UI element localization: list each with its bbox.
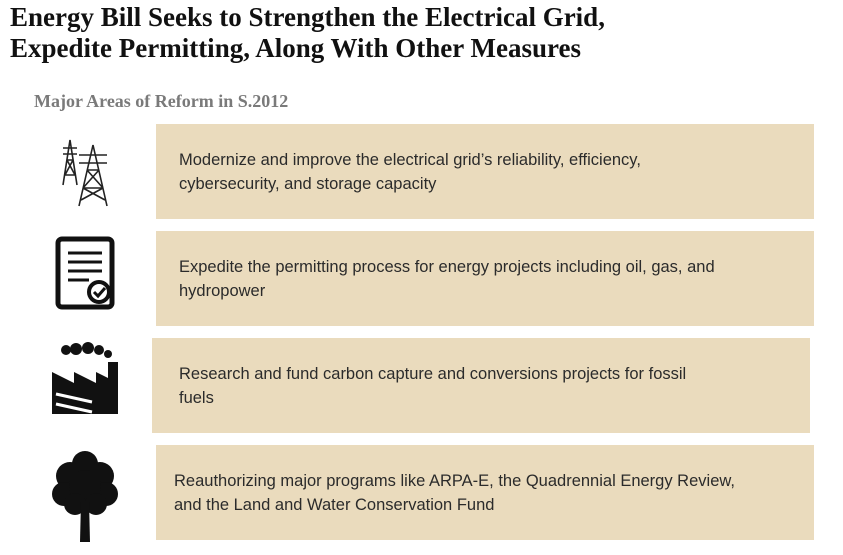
reform-item: Modernize and improve the electrical gri…	[156, 124, 814, 219]
item-text: fuels	[179, 388, 214, 407]
reform-item: Expedite the permitting process for ener…	[156, 231, 814, 326]
item-text: and the Land and Water Conservation Fund	[174, 495, 495, 514]
subtitle: Major Areas of Reform in S.2012	[34, 91, 289, 111]
factory-icon	[52, 342, 118, 414]
document-icon	[55, 236, 115, 310]
tree-icon	[52, 451, 118, 542]
item-text: Modernize and improve the electrical gri…	[179, 150, 641, 169]
item-text: Research and fund carbon capture and con…	[179, 364, 687, 383]
item-text: Reauthorizing major programs like ARPA-E…	[174, 471, 735, 490]
title: Energy Bill Seeks to Strengthen the Elec…	[10, 2, 605, 64]
title-line: Expedite Permitting, Along With Other Me…	[10, 33, 581, 63]
item-text: Expedite the permitting process for ener…	[179, 257, 715, 276]
reform-item: Research and fund carbon capture and con…	[152, 338, 810, 433]
title-line: Energy Bill Seeks to Strengthen the Elec…	[10, 2, 605, 32]
item-text: hydropower	[179, 281, 266, 300]
reform-item: Reauthorizing major programs like ARPA-E…	[156, 445, 814, 540]
item-text: cybersecurity, and storage capacity	[179, 174, 437, 193]
pylon-icon	[62, 139, 108, 207]
